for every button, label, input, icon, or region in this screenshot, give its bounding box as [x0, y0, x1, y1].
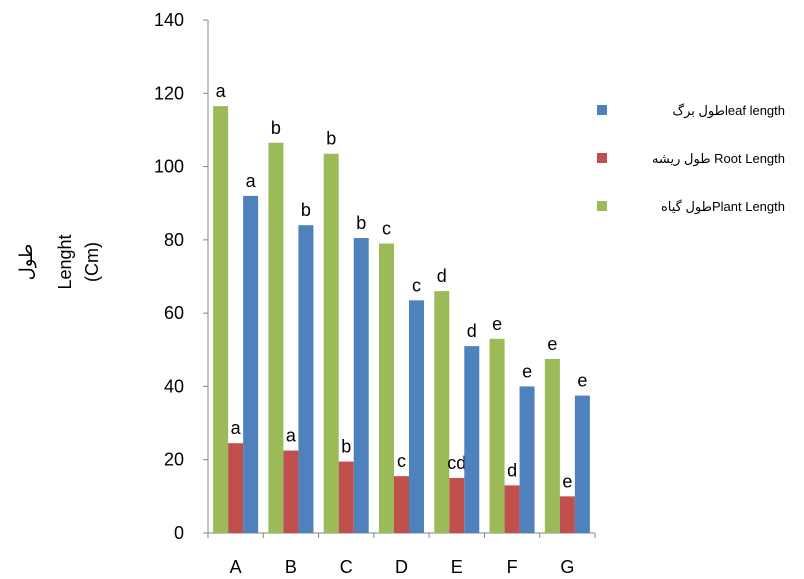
x-tick-label: C	[340, 557, 353, 577]
significance-label-leaf: b	[356, 213, 366, 233]
significance-label-leaf: e	[522, 361, 532, 381]
significance-label-plant: b	[271, 118, 281, 138]
legend-label-leaf: طول برگleaf length	[672, 102, 785, 119]
significance-label-root: b	[341, 437, 351, 457]
bar-leaf	[409, 300, 424, 533]
bar-root	[283, 450, 299, 533]
legend-label-root: طول ریشه Root Length	[652, 151, 785, 167]
significance-label-root: a	[286, 426, 297, 446]
legend-label-plant: طول گیاهPlant Length	[661, 199, 785, 215]
x-tick-label: F	[507, 557, 518, 577]
significance-label-root: e	[562, 471, 572, 491]
significance-label-plant: d	[437, 266, 447, 286]
significance-label-leaf: e	[577, 371, 587, 391]
y-axis-label-line-2: Lenght	[55, 234, 75, 289]
legend-swatch-root	[597, 153, 607, 163]
significance-label-root: a	[231, 418, 242, 438]
legend-swatch-leaf	[597, 105, 607, 115]
y-tick-label: 80	[164, 230, 184, 250]
bar-root	[394, 476, 409, 533]
y-axis-label-line-3: (Cm)	[82, 242, 102, 282]
bar-leaf	[464, 346, 480, 533]
bar-leaf	[353, 238, 369, 533]
bar-leaf	[243, 195, 259, 533]
significance-label-root: c	[397, 451, 406, 471]
significance-label-root: d	[507, 460, 517, 480]
y-tick-label: 120	[154, 83, 184, 103]
significance-label-plant: a	[216, 81, 227, 101]
significance-label-leaf: c	[412, 275, 421, 295]
x-tick-label: E	[451, 557, 463, 577]
significance-label-leaf: d	[467, 321, 477, 341]
legend: طول برگleaf length طول ریشه Root Length طو…	[597, 102, 785, 215]
x-tick-label: B	[285, 557, 297, 577]
bar-root	[449, 478, 465, 533]
y-tick-label: 0	[174, 523, 184, 543]
y-tick-label: 20	[164, 450, 184, 470]
y-tick-label: 140	[154, 10, 184, 30]
bar-plant	[544, 358, 560, 533]
axes: 0 20 40 60 80 100 120 140 A B C D E F G	[154, 10, 596, 577]
bar-root	[338, 461, 354, 533]
significance-label-plant: e	[547, 334, 557, 354]
legend-swatch-plant	[597, 201, 607, 211]
bar-leaf	[519, 386, 535, 533]
bar-root	[504, 485, 520, 533]
bar-root	[228, 443, 244, 533]
y-tick-label: 40	[164, 376, 184, 396]
significance-label-plant: e	[492, 314, 502, 334]
bar-leaf	[574, 395, 590, 533]
significance-label-root: cd	[447, 453, 466, 473]
y-tick-label: 100	[154, 157, 184, 177]
x-tick-label: G	[560, 557, 574, 577]
bar-plant	[323, 153, 339, 533]
bar-plant	[434, 291, 450, 533]
bar-plant	[379, 243, 394, 533]
significance-label-leaf: b	[301, 200, 311, 220]
significance-label-leaf: a	[246, 171, 257, 191]
bar-plant	[489, 338, 505, 533]
bar-plant	[213, 106, 229, 533]
x-tick-label: D	[395, 557, 408, 577]
y-tick-label: 60	[164, 303, 184, 323]
significance-label-plant: c	[382, 219, 391, 239]
bar-root	[559, 496, 575, 533]
significance-label-plant: b	[326, 129, 336, 149]
y-axis-label-line-1: طول	[16, 244, 37, 281]
bar-plant	[268, 142, 284, 533]
x-tick-label: A	[230, 557, 242, 577]
bar-leaf	[298, 225, 314, 533]
